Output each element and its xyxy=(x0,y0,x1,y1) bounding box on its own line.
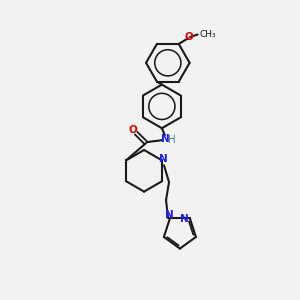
Text: N: N xyxy=(161,134,170,144)
Text: N: N xyxy=(165,210,173,220)
Text: N: N xyxy=(181,214,189,224)
Text: CH₃: CH₃ xyxy=(200,29,216,38)
Text: N: N xyxy=(159,154,167,164)
Text: O: O xyxy=(184,32,193,43)
Text: O: O xyxy=(129,125,137,135)
Text: H: H xyxy=(168,135,176,145)
